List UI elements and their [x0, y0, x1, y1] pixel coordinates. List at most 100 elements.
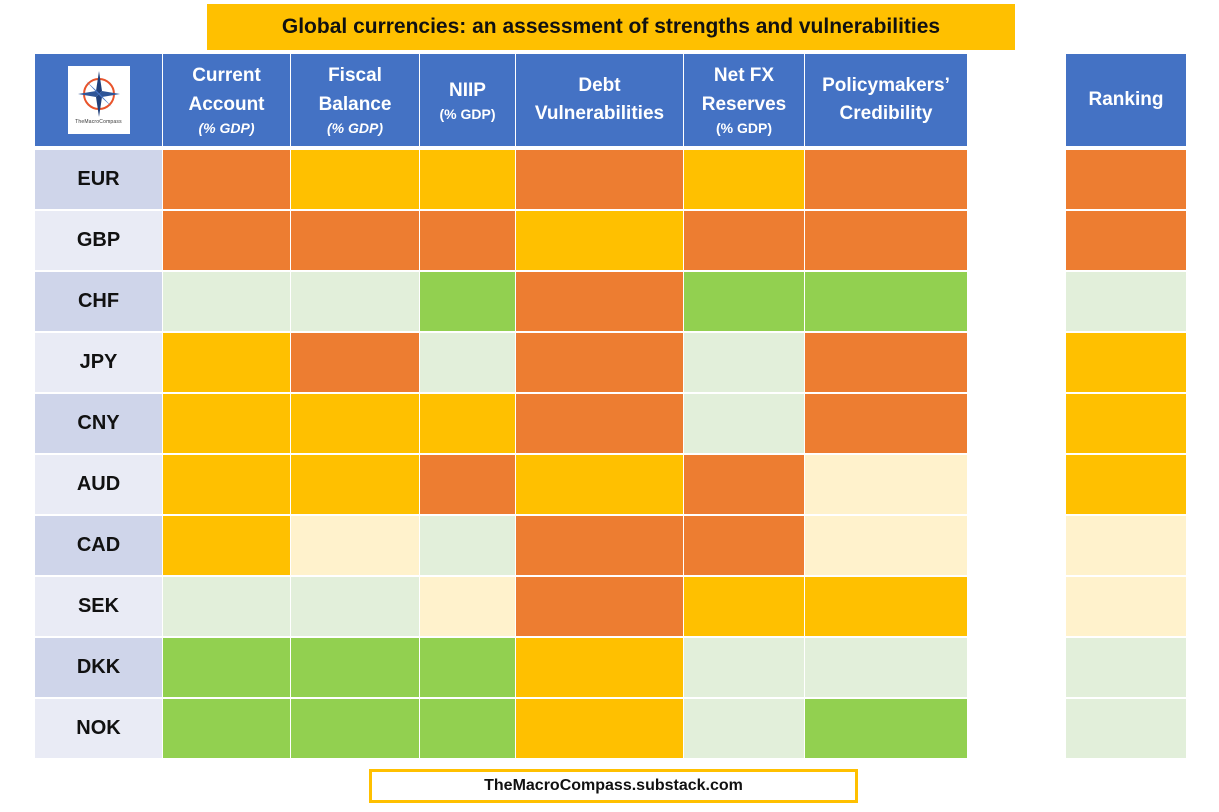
- heat-cell-cad-fiscal-balance: [291, 516, 419, 575]
- row-label-jpy: JPY: [35, 333, 162, 392]
- row-label-dkk: DKK: [35, 638, 162, 697]
- heat-cell-cad-debt: [516, 516, 683, 575]
- heat-cell-eur-net-fx: [684, 150, 804, 209]
- heat-cell-dkk-net-fx: [684, 638, 804, 697]
- heat-cell-cny-debt: [516, 394, 683, 453]
- column-header-text: Reserves: [701, 93, 787, 115]
- ranking-cell-eur: [1066, 150, 1186, 209]
- column-header-text: Net FX: [713, 65, 775, 87]
- heat-cell-jpy-net-fx: [684, 333, 804, 392]
- heat-cell-gbp-fiscal-balance: [291, 211, 419, 270]
- ranking-cell-cad: [1066, 516, 1186, 575]
- column-header-text: Fiscal: [328, 65, 382, 87]
- row-label-chf: CHF: [35, 272, 162, 331]
- heat-cell-chf-debt: [516, 272, 683, 331]
- heat-cell-sek-credibility: [805, 577, 967, 636]
- compass-icon: [77, 71, 120, 117]
- column-header-debt: Debt Vulnerabilities: [516, 54, 683, 146]
- column-header-unit: (% GDP): [716, 120, 772, 137]
- column-header-unit: (% GDP): [327, 120, 383, 137]
- heat-cell-jpy-niip: [420, 333, 515, 392]
- column-header-text: Current: [192, 65, 261, 87]
- heat-cell-cad-net-fx: [684, 516, 804, 575]
- ranking-cell-chf: [1066, 272, 1186, 331]
- heat-cell-cny-current-account: [163, 394, 290, 453]
- ranking-cell-nok: [1066, 699, 1186, 758]
- heat-cell-aud-net-fx: [684, 455, 804, 514]
- row-label-gbp: GBP: [35, 211, 162, 270]
- heat-cell-cny-niip: [420, 394, 515, 453]
- heat-cell-dkk-credibility: [805, 638, 967, 697]
- heat-cell-chf-credibility: [805, 272, 967, 331]
- heat-cell-nok-net-fx: [684, 699, 804, 758]
- heat-cell-gbp-current-account: [163, 211, 290, 270]
- heat-cell-nok-current-account: [163, 699, 290, 758]
- heat-cell-cad-current-account: [163, 516, 290, 575]
- row-label-eur: EUR: [35, 150, 162, 209]
- ranking-cell-cny: [1066, 394, 1186, 453]
- heat-cell-sek-net-fx: [684, 577, 804, 636]
- heat-cell-gbp-niip: [420, 211, 515, 270]
- ranking-cell-jpy: [1066, 333, 1186, 392]
- heat-cell-jpy-current-account: [163, 333, 290, 392]
- heat-cell-dkk-niip: [420, 638, 515, 697]
- column-header-net-fx: Net FX Reserves (% GDP): [684, 54, 804, 146]
- ranking-cell-sek: [1066, 577, 1186, 636]
- heat-cell-dkk-debt: [516, 638, 683, 697]
- column-header-text: Vulnerabilities: [534, 103, 665, 124]
- heat-cell-cny-net-fx: [684, 394, 804, 453]
- footer-url[interactable]: TheMacroCompass.substack.com: [369, 769, 858, 803]
- column-header-text: Credibility: [839, 103, 933, 124]
- column-header-text: Balance: [318, 93, 392, 115]
- heat-cell-dkk-current-account: [163, 638, 290, 697]
- heat-cell-aud-debt: [516, 455, 683, 514]
- heat-cell-nok-niip: [420, 699, 515, 758]
- heat-cell-nok-debt: [516, 699, 683, 758]
- column-header-text: Account: [188, 93, 265, 115]
- heat-cell-jpy-fiscal-balance: [291, 333, 419, 392]
- heat-cell-gbp-credibility: [805, 211, 967, 270]
- row-label-cad: CAD: [35, 516, 162, 575]
- heat-cell-cny-credibility: [805, 394, 967, 453]
- heat-cell-chf-net-fx: [684, 272, 804, 331]
- heat-cell-eur-debt: [516, 150, 683, 209]
- column-header-credibility: Policymakers’ Credibility: [805, 54, 967, 146]
- row-label-aud: AUD: [35, 455, 162, 514]
- heat-cell-sek-current-account: [163, 577, 290, 636]
- heat-cell-cad-credibility: [805, 516, 967, 575]
- heat-cell-sek-fiscal-balance: [291, 577, 419, 636]
- column-header-text: Policymakers’: [822, 74, 950, 96]
- heat-cell-jpy-debt: [516, 333, 683, 392]
- heat-cell-eur-fiscal-balance: [291, 150, 419, 209]
- chart-title: Global currencies: an assessment of stre…: [207, 4, 1015, 50]
- heat-cell-gbp-net-fx: [684, 211, 804, 270]
- heat-cell-eur-current-account: [163, 150, 290, 209]
- row-label-nok: NOK: [35, 699, 162, 758]
- heat-cell-eur-credibility: [805, 150, 967, 209]
- heat-cell-sek-debt: [516, 577, 683, 636]
- heat-cell-nok-fiscal-balance: [291, 699, 419, 758]
- row-label-cny: CNY: [35, 394, 162, 453]
- heat-cell-jpy-credibility: [805, 333, 967, 392]
- heat-cell-aud-niip: [420, 455, 515, 514]
- heat-cell-eur-niip: [420, 150, 515, 209]
- heat-cell-dkk-fiscal-balance: [291, 638, 419, 697]
- ranking-cell-dkk: [1066, 638, 1186, 697]
- heat-cell-aud-credibility: [805, 455, 967, 514]
- heat-cell-chf-niip: [420, 272, 515, 331]
- heat-cell-aud-fiscal-balance: [291, 455, 419, 514]
- heat-cell-cny-fiscal-balance: [291, 394, 419, 453]
- heat-cell-nok-credibility: [805, 699, 967, 758]
- column-header-unit: (% GDP): [198, 120, 255, 137]
- heat-cell-chf-current-account: [163, 272, 290, 331]
- column-header-fiscal-balance: Fiscal Balance (% GDP): [291, 54, 419, 146]
- heat-cell-aud-current-account: [163, 455, 290, 514]
- column-header-text: Debt: [578, 74, 621, 96]
- ranking-cell-aud: [1066, 455, 1186, 514]
- column-header-text: NIIP: [449, 79, 486, 101]
- heat-cell-chf-fiscal-balance: [291, 272, 419, 331]
- heat-cell-cad-niip: [420, 516, 515, 575]
- column-header-unit: (% GDP): [439, 106, 496, 123]
- ranking-header: Ranking: [1066, 54, 1186, 146]
- row-label-sek: SEK: [35, 577, 162, 636]
